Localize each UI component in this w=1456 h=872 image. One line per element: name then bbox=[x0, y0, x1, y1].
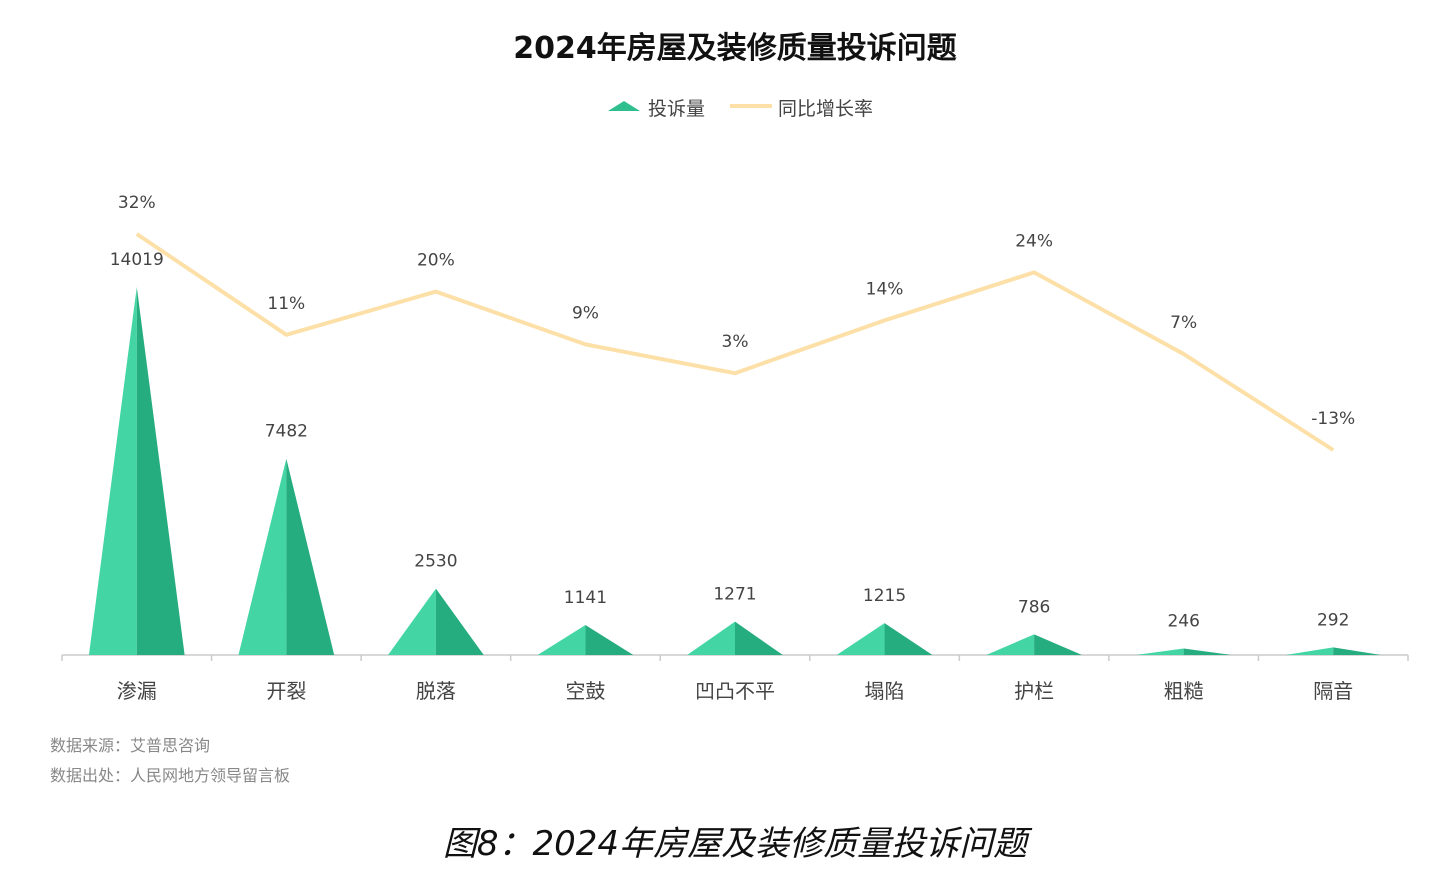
x-category-label: 塌陷 bbox=[865, 679, 905, 703]
legend-label-bars: 投诉量 bbox=[648, 98, 705, 120]
source-text: 数据来源：艾普思咨询 bbox=[50, 736, 210, 755]
bar-4-right-face bbox=[585, 625, 634, 655]
growth-value-label: 9% bbox=[572, 303, 599, 323]
growth-value-label: 20% bbox=[417, 251, 455, 271]
growth-value-label: 3% bbox=[722, 332, 749, 352]
bar-value-label: 2530 bbox=[414, 552, 457, 572]
growth-value-label: 24% bbox=[1015, 231, 1053, 251]
bar-value-label: 786 bbox=[1018, 597, 1050, 617]
bar-7-right-face bbox=[1034, 634, 1082, 655]
bar-1-right-face bbox=[136, 287, 185, 655]
labels-layer: 14019 渗漏 32% 7482 开裂 11% 2530 脱落 20% 1141 空鼓 9% 1271… bbox=[110, 193, 1355, 703]
x-category-label: 粗糙 bbox=[1164, 679, 1204, 703]
growth-rate-line bbox=[135, 232, 1335, 452]
legend-item-bars: 投诉量 bbox=[608, 98, 705, 120]
bar-4-left-face bbox=[537, 625, 586, 655]
bar-value-label: 246 bbox=[1167, 612, 1199, 632]
chart-title: 2024年房屋及装修质量投诉问题 bbox=[513, 31, 957, 66]
bar-6-right-face bbox=[884, 623, 933, 655]
x-category-label: 空鼓 bbox=[565, 679, 605, 703]
bar-9-left-face bbox=[1285, 647, 1334, 655]
growth-value-label: 11% bbox=[267, 294, 305, 314]
bar-value-label: 7482 bbox=[265, 422, 308, 442]
legend-item-line: 同比增长率 bbox=[730, 98, 873, 120]
bar-value-label: 1271 bbox=[713, 585, 756, 605]
legend-bar-swatch bbox=[608, 101, 640, 111]
bar-value-label: 14019 bbox=[110, 250, 164, 270]
bars-layer bbox=[88, 287, 1382, 655]
growth-value-label: -13% bbox=[1311, 409, 1355, 429]
bar-5-left-face bbox=[687, 621, 735, 655]
origin-text: 数据出处：人民网地方领导留言板 bbox=[50, 766, 290, 785]
x-category-label: 凹凸不平 bbox=[695, 679, 775, 703]
bar-2-left-face bbox=[238, 458, 287, 655]
x-category-label: 开裂 bbox=[266, 679, 306, 703]
bar-9-right-face bbox=[1333, 647, 1382, 655]
growth-value-label: 7% bbox=[1170, 313, 1197, 333]
bar-3-left-face bbox=[388, 588, 436, 655]
x-category-label: 渗漏 bbox=[117, 679, 157, 703]
bar-8-left-face bbox=[1135, 648, 1184, 655]
bar-3-right-face bbox=[435, 588, 484, 655]
legend: 投诉量 同比增长率 bbox=[608, 98, 873, 120]
growth-value-label: 14% bbox=[866, 279, 904, 299]
x-category-label: 护栏 bbox=[1014, 679, 1054, 703]
bar-1-left-face bbox=[88, 287, 137, 655]
bar-value-label: 1215 bbox=[863, 586, 906, 606]
bar-2-right-face bbox=[286, 458, 335, 655]
bar-8-right-face bbox=[1183, 648, 1232, 655]
growth-value-label: 32% bbox=[118, 193, 156, 213]
x-category-label: 隔音 bbox=[1313, 679, 1353, 703]
x-axis-ticks bbox=[61, 655, 1409, 661]
bar-value-label: 1141 bbox=[564, 588, 607, 608]
bar-7-left-face bbox=[986, 634, 1035, 655]
x-category-label: 脱落 bbox=[416, 679, 456, 703]
bar-6-left-face bbox=[836, 623, 885, 655]
figure-caption: 图8：2024年房屋及装修质量投诉问题 bbox=[443, 824, 1033, 864]
bar-5-right-face bbox=[735, 621, 783, 655]
bar-value-label: 292 bbox=[1317, 610, 1349, 630]
legend-label-line: 同比增长率 bbox=[778, 98, 873, 120]
